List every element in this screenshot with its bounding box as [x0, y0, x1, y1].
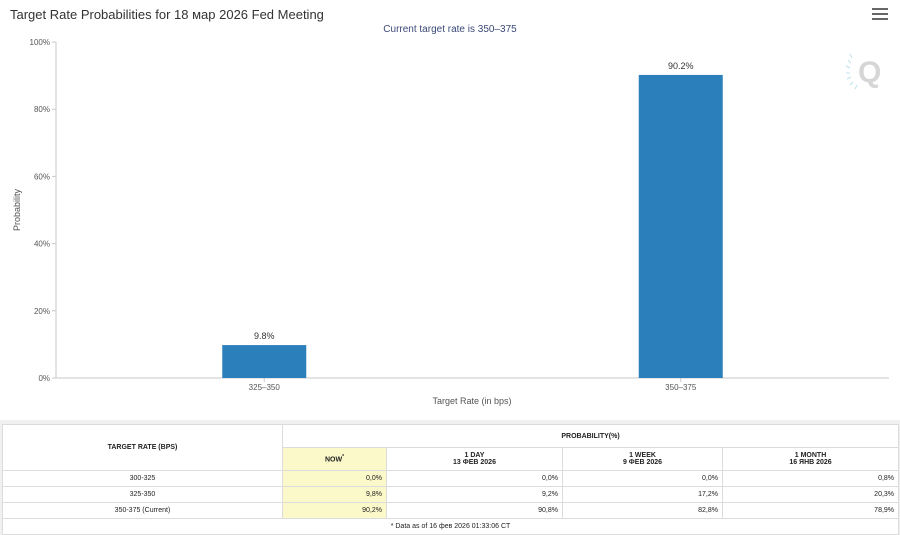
probability-table-panel: TARGET RATE (BPS) PROBABILITY(%) NOW* 1 …	[1, 424, 900, 535]
probability-table: TARGET RATE (BPS) PROBABILITY(%) NOW* 1 …	[1, 424, 900, 535]
probability-header: PROBABILITY(%)	[281, 424, 900, 448]
now-header: NOW*	[282, 447, 387, 471]
week-cell: 17,2%	[562, 486, 723, 503]
y-tick-label: 20%	[34, 307, 50, 316]
chart-subtitle: Current target rate is 350–375	[383, 24, 517, 35]
y-tick-label: 0%	[38, 374, 50, 383]
y-tick-label: 60%	[34, 172, 50, 181]
rate-cell: 325-350	[2, 486, 283, 503]
one-week-header: 1 WEEK 9 ФЕВ 2026	[562, 447, 723, 471]
y-tick-label: 80%	[34, 105, 50, 114]
rate-cell: 350-375 (Current)	[2, 502, 283, 519]
hamburger-menu-icon[interactable]	[872, 8, 888, 22]
month-cell: 78,9%	[721, 502, 900, 519]
x-axis-title: Target Rate (in bps)	[432, 396, 511, 406]
table-row: 300-325 0,0% 0,0% 0,0% 0,8%	[2, 470, 900, 487]
week-cell: 0,0%	[562, 470, 723, 487]
chart-title: Target Rate Probabilities for 18 мар 202…	[10, 7, 324, 22]
bar-data-label: 90.2%	[668, 61, 694, 71]
day-cell: 0,0%	[386, 470, 563, 487]
x-category-label: 325–350	[249, 383, 281, 392]
week-cell: 82,8%	[562, 502, 723, 519]
one-day-header: 1 DAY 13 ФЕВ 2026	[386, 447, 563, 471]
y-tick-label: 100%	[30, 38, 50, 47]
target-rate-header: TARGET RATE (BPS)	[2, 424, 283, 471]
y-axis-title: Probability	[12, 188, 22, 231]
now-cell: 9,8%	[282, 486, 387, 503]
y-tick-label: 40%	[34, 240, 50, 249]
month-cell: 20,3%	[721, 486, 900, 503]
bar[interactable]	[222, 345, 307, 378]
rate-cell: 300-325	[2, 470, 283, 487]
day-cell: 90,8%	[386, 502, 563, 519]
now-cell: 0,0%	[282, 470, 387, 487]
day-cell: 9,2%	[386, 486, 563, 503]
now-cell: 90,2%	[282, 502, 387, 519]
bar[interactable]	[638, 74, 723, 378]
x-category-label: 350–375	[665, 383, 697, 392]
one-month-header: 1 MONTH 16 ЯНВ 2026	[721, 447, 900, 471]
bar-data-label: 9.8%	[254, 331, 275, 341]
table-row: 350-375 (Current) 90,2% 90,8% 82,8% 78,9…	[2, 502, 900, 519]
table-row: 325-350 9,8% 9,2% 17,2% 20,3%	[2, 486, 900, 503]
data-footnote: * Data as of 16 фев 2026 01:33:06 CT	[1, 518, 900, 535]
q-logo-icon: Q	[845, 53, 881, 90]
bar-chart: 0% 20% 40% 60% 80% 100% 9.8% 90.2% 325–350 350–…	[12, 38, 889, 406]
month-cell: 0,8%	[721, 470, 900, 487]
svg-text:Q: Q	[858, 56, 881, 89]
chart-panel: Target Rate Probabilities for 18 мар 202…	[0, 0, 900, 420]
